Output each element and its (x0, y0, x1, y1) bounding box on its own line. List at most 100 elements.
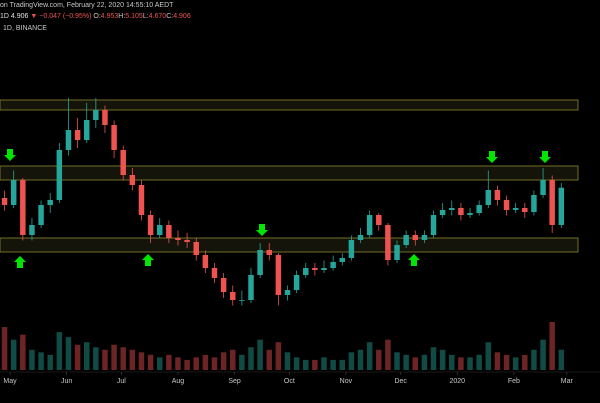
volume-bar (348, 352, 355, 370)
candle-body (430, 215, 437, 235)
arrow-up (142, 254, 154, 266)
x-tick-label: Nov (340, 378, 353, 385)
x-tick-label: May (3, 378, 17, 385)
volume-bar (412, 357, 419, 370)
volume-bar (321, 357, 327, 370)
candle-body (147, 215, 154, 235)
candle-body (239, 300, 245, 301)
volume-bar (193, 357, 199, 370)
candle-body (449, 208, 455, 210)
candle-body (230, 292, 236, 300)
candle-body (47, 200, 53, 205)
volume-bar (38, 352, 44, 370)
x-tick-label: Oct (284, 378, 295, 385)
candle-body (412, 235, 419, 240)
volume-bar (74, 344, 81, 370)
candle-body (303, 268, 309, 275)
zone (0, 165, 579, 181)
volume-bar (111, 344, 117, 370)
volume-bar (248, 347, 254, 370)
ohlc-value: 5.105 (125, 13, 143, 20)
volume-bar (220, 352, 227, 370)
volume-bar (147, 354, 154, 370)
volume-bar (230, 349, 236, 370)
volume-bar (202, 354, 209, 370)
candle-body (348, 240, 355, 258)
candle-body (540, 180, 546, 195)
volume-bar (549, 322, 555, 370)
candle-body (485, 190, 492, 205)
volume-bar (430, 347, 437, 370)
volume-bar (485, 342, 492, 370)
volume-bar (83, 342, 90, 370)
volume-bar (312, 359, 318, 370)
price: 4.906 (11, 13, 29, 20)
ohlc-value: 4.906 (173, 13, 191, 20)
candle-body (102, 110, 108, 125)
x-tick-label: Jun (61, 378, 72, 385)
candle-body (248, 275, 254, 300)
volume-bar (458, 357, 464, 370)
candle-body (339, 258, 345, 262)
change: ▼ −0.047 (−0.95%) (30, 13, 91, 20)
candle-body (549, 180, 555, 225)
volume-bar (522, 354, 528, 370)
candle-body (83, 120, 90, 140)
volume-bar (476, 354, 482, 370)
zone (0, 99, 579, 111)
volume-bar (65, 337, 72, 370)
volume-bar (303, 359, 309, 370)
arrow-up (14, 256, 26, 268)
candle-body (266, 250, 272, 255)
candle-body (439, 210, 446, 215)
volume-bar (385, 339, 391, 370)
candle-body (503, 200, 510, 210)
volume-bar (10, 339, 17, 370)
volume-bar (449, 354, 455, 370)
candle-body (558, 187, 565, 225)
ohlc-value: 4.670 (149, 13, 167, 20)
candle-body (156, 225, 163, 235)
volume-bar (275, 342, 282, 370)
volume-bar (29, 349, 35, 370)
ohlc-label: C: (166, 13, 173, 20)
candle-body (284, 290, 291, 295)
volume-bar (403, 354, 409, 370)
volume-bar (56, 332, 63, 370)
candle-body (458, 208, 464, 215)
ohlc-label: H: (118, 13, 125, 20)
candle-body (293, 275, 300, 290)
volume-bar (467, 357, 473, 370)
candle-body (74, 130, 81, 140)
candle-body (275, 255, 282, 295)
candle-body (476, 205, 482, 213)
ohlc-label: O: (93, 13, 100, 20)
candle-body (394, 245, 400, 260)
volume-bar (211, 357, 218, 370)
candle-body (211, 268, 218, 278)
volume-bar (129, 349, 136, 370)
candle-body (29, 225, 35, 235)
x-tick-label: Feb (508, 378, 520, 385)
ohlc-value: 4.953 (101, 13, 119, 20)
volume-bar (257, 339, 263, 370)
candle-body (376, 215, 382, 225)
source: 1D, BINANCE (3, 25, 47, 32)
volume-bar (357, 349, 364, 370)
volume-bar (47, 354, 53, 370)
volume-bar (540, 339, 546, 370)
candle-body (531, 195, 537, 212)
x-tick-label: 2020 (449, 378, 465, 385)
volume-bar (266, 349, 272, 370)
volume-bar (439, 349, 446, 370)
volume-bar (120, 347, 126, 370)
x-tick-label: Mar (561, 378, 574, 385)
candle-body (166, 225, 172, 238)
volume-bar (512, 357, 519, 370)
candle-body (129, 175, 136, 185)
candle-body (494, 190, 501, 200)
candle-body (257, 250, 263, 275)
x-tick-label: Aug (172, 378, 185, 385)
volume-bar (1, 327, 8, 370)
arrow-down (4, 149, 16, 161)
